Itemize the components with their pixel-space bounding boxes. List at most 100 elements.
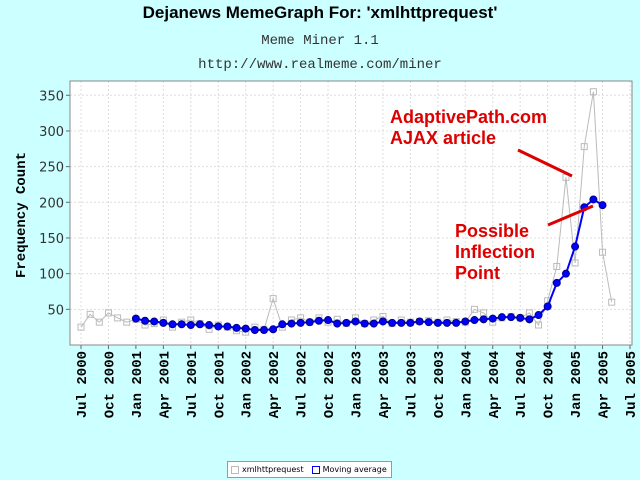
x-tick-label: Jan 2004 xyxy=(459,351,475,418)
data-point-xmlhttprequest xyxy=(95,318,103,326)
data-point-moving-average xyxy=(205,321,214,330)
data-point-moving-average xyxy=(195,320,204,329)
data-point-moving-average xyxy=(598,201,607,210)
data-point-moving-average xyxy=(159,318,168,327)
y-tick-label: 50 xyxy=(47,303,64,318)
data-point-moving-average xyxy=(314,316,323,325)
annotation-text: Inflection xyxy=(455,242,535,262)
x-tick-label: Jul 2000 xyxy=(75,351,91,418)
annotation-text: Point xyxy=(455,263,500,283)
data-point-moving-average xyxy=(232,323,241,332)
data-point-xmlhttprequest xyxy=(589,88,597,96)
data-point-moving-average xyxy=(589,195,598,204)
data-point-xmlhttprequest xyxy=(123,318,131,326)
x-tick-label: Jul 2002 xyxy=(295,351,311,418)
data-point-xmlhttprequest xyxy=(608,298,616,306)
data-point-moving-average xyxy=(214,322,223,331)
data-point-moving-average xyxy=(415,317,424,326)
data-point-moving-average xyxy=(351,317,360,326)
legend-swatch-moving-average xyxy=(311,465,320,474)
data-point-moving-average xyxy=(369,319,378,328)
chart-source-url: http://www.realmeme.com/miner xyxy=(198,57,442,73)
data-point-moving-average xyxy=(269,325,278,334)
data-point-moving-average xyxy=(131,314,140,323)
y-axis-label: Frequency Count xyxy=(14,152,30,278)
data-point-xmlhttprequest xyxy=(77,323,85,331)
data-point-xmlhttprequest xyxy=(269,295,277,303)
data-point-moving-average xyxy=(141,316,150,325)
chart-subtitle: Meme Miner 1.1 xyxy=(261,33,379,49)
annotation-text: AJAX article xyxy=(390,128,496,148)
x-tick-label: Apr 2002 xyxy=(267,351,283,418)
plot-frame xyxy=(69,80,633,346)
data-point-moving-average xyxy=(342,318,351,327)
data-point-moving-average xyxy=(250,326,259,335)
data-point-moving-average xyxy=(278,320,287,329)
y-axis-ticks: 50 100 150 200 250 300 350 xyxy=(39,89,70,318)
data-point-moving-average xyxy=(424,318,433,327)
data-point-xmlhttprequest xyxy=(470,305,478,313)
data-point-moving-average xyxy=(488,314,497,323)
x-tick-label: Jan 2001 xyxy=(130,351,146,418)
x-tick-label: Apr 2004 xyxy=(487,351,503,418)
data-point-xmlhttprequest xyxy=(580,143,588,151)
data-point-moving-average xyxy=(443,318,451,327)
data-point-moving-average xyxy=(552,278,561,287)
data-point-moving-average xyxy=(497,313,506,322)
x-tick-label: Apr 2003 xyxy=(377,351,393,418)
legend-label-raw: xmlhttprequest xyxy=(242,465,304,474)
annotation-text: Possible xyxy=(455,221,529,241)
x-tick-label: Oct 2004 xyxy=(542,351,558,418)
data-point-moving-average xyxy=(296,318,305,327)
data-point-moving-average xyxy=(150,317,159,326)
data-point-moving-average xyxy=(516,313,525,322)
annotation-arrow xyxy=(547,204,594,227)
legend-item-moving-average: Moving average xyxy=(311,465,387,474)
x-tick-label: Oct 2001 xyxy=(212,351,228,418)
x-tick-label: Jul 2003 xyxy=(404,351,420,418)
data-point-moving-average xyxy=(507,313,516,322)
data-point-moving-average xyxy=(406,318,415,327)
series-line-moving-average xyxy=(135,198,604,332)
data-point-xmlhttprequest xyxy=(535,321,542,329)
data-point-moving-average xyxy=(241,324,250,333)
data-point-moving-average xyxy=(525,315,534,324)
data-point-moving-average xyxy=(397,318,406,327)
data-point-moving-average xyxy=(333,319,342,328)
data-point-moving-average xyxy=(260,326,268,335)
x-tick-label: Jan 2002 xyxy=(240,351,256,418)
data-point-moving-average xyxy=(452,318,461,327)
x-tick-label: Oct 2002 xyxy=(322,351,338,418)
y-tick-label: 350 xyxy=(39,89,64,104)
x-tick-label: Jan 2005 xyxy=(569,351,585,418)
data-point-xmlhttprequest xyxy=(104,309,112,317)
data-point-xmlhttprequest xyxy=(114,314,122,322)
data-point-moving-average xyxy=(479,315,488,324)
data-point-moving-average xyxy=(433,318,442,327)
legend: xmlhttprequest Moving average xyxy=(227,461,392,478)
data-point-moving-average xyxy=(305,318,314,327)
x-tick-label: Jul 2001 xyxy=(185,351,201,418)
chart-title: Dejanews MemeGraph For: 'xmlhttprequest' xyxy=(142,3,498,22)
x-axis-ticks: Jul 2000 Oct 2000 Jan 2001 Apr 2001 Jul 2001… xyxy=(75,345,640,418)
x-tick-label: Oct 2003 xyxy=(432,351,448,418)
x-tick-label: Jan 2003 xyxy=(350,351,366,418)
data-point-moving-average xyxy=(177,320,186,329)
data-point-moving-average xyxy=(571,242,580,251)
legend-swatch-raw xyxy=(231,465,239,474)
x-tick-label: Jul 2004 xyxy=(514,351,530,418)
x-tick-label: Oct 2000 xyxy=(102,351,118,418)
y-tick-label: 250 xyxy=(39,161,64,176)
legend-label-moving-average: Moving average xyxy=(322,465,387,474)
data-point-moving-average xyxy=(461,317,470,326)
data-point-moving-average xyxy=(378,317,387,326)
annotation-arrow xyxy=(517,148,573,178)
grid-lines xyxy=(70,81,632,345)
series-moving-average xyxy=(131,195,607,335)
data-point-xmlhttprequest xyxy=(571,259,579,267)
y-tick-label: 150 xyxy=(39,232,64,247)
data-point-moving-average xyxy=(534,311,543,320)
data-point-moving-average xyxy=(287,319,296,328)
